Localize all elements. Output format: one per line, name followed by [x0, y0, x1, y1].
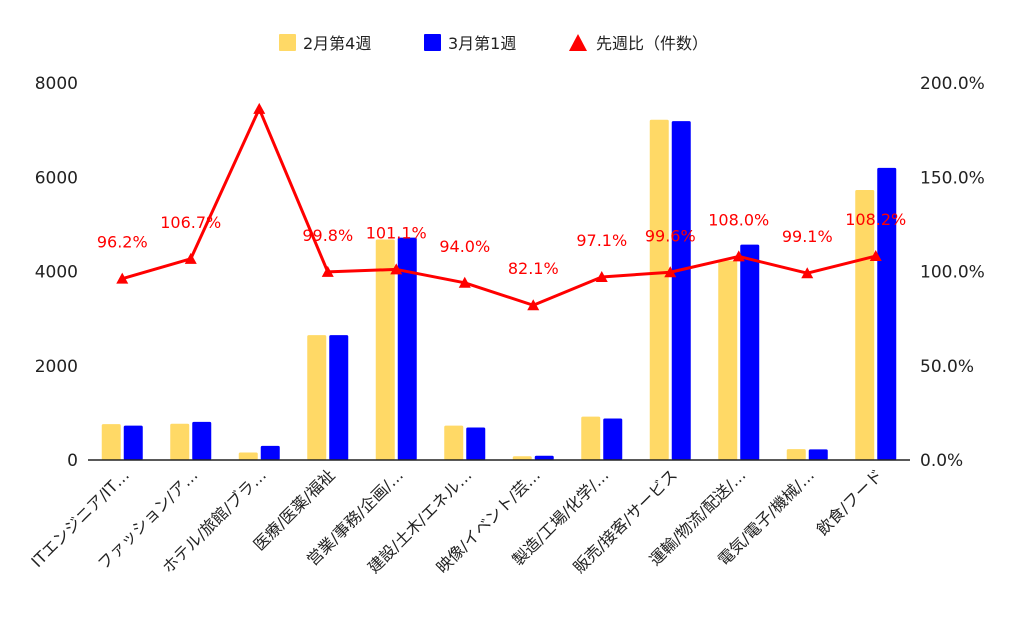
ratio-marker	[527, 299, 540, 311]
ratio-line-series	[116, 102, 882, 311]
bar-series1	[786, 449, 806, 460]
ratio-data-label: 82.1%	[508, 259, 559, 278]
y-right-tick-label: 150.0%	[920, 168, 985, 188]
ratio-marker	[801, 267, 814, 279]
ratio-data-label: 96.2%	[97, 233, 148, 252]
ratio-marker	[458, 276, 471, 288]
bar-series1	[444, 425, 464, 460]
legend-label-series1: 2月第4週	[303, 34, 371, 53]
legend-label-series2: 3月第1週	[448, 34, 516, 53]
legend-swatch-series1	[279, 34, 296, 51]
ratio-data-label: 108.0%	[708, 210, 769, 229]
y-axis-right: 0.0% 50.0% 100.0% 150.0% 200.0%	[920, 74, 985, 471]
y-right-tick-label: 200.0%	[920, 74, 985, 94]
bar-series2	[123, 425, 143, 460]
y-left-tick-label: 2000	[35, 357, 78, 377]
bar-series1	[101, 424, 121, 460]
ratio-marker	[116, 272, 129, 284]
ratio-polyline	[121, 107, 877, 307]
bar-series1	[170, 423, 190, 460]
bar-series1	[375, 239, 395, 460]
y-right-tick-label: 0.0%	[920, 451, 963, 471]
bar-series2	[192, 421, 212, 460]
bars	[101, 119, 897, 460]
ratio-data-label: 101.1%	[366, 223, 427, 242]
ratio-data-labels: 96.2% 106.7% 99.8% 101.1% 94.0% 82.1% 97.1% 99.…	[97, 210, 906, 278]
ratio-data-label: 108.2%	[845, 210, 906, 229]
bar-series2	[466, 427, 486, 460]
y-left-tick-label: 0	[67, 451, 78, 471]
bar-series2	[397, 237, 417, 460]
y-right-tick-label: 100.0%	[920, 263, 985, 283]
y-left-tick-label: 6000	[35, 168, 78, 188]
y-left-tick-label: 8000	[35, 74, 78, 94]
ratio-marker	[869, 250, 882, 262]
legend-swatch-series2	[424, 34, 441, 51]
bar-series2	[260, 445, 280, 460]
y-left-tick-label: 4000	[35, 263, 78, 283]
y-axis-left: 0 2000 4000 6000 8000	[35, 74, 78, 471]
bar-series2	[329, 335, 349, 460]
ratio-data-label: 99.6%	[645, 226, 696, 245]
bar-series2	[740, 244, 760, 460]
ratio-data-label: 99.1%	[782, 227, 833, 246]
legend: 2月第4週 3月第1週 先週比（件数）	[279, 34, 708, 53]
ratio-data-label: 94.0%	[439, 237, 490, 256]
ratio-marker	[664, 266, 677, 278]
ratio-data-label: 106.7%	[160, 213, 221, 232]
bar-series1	[718, 260, 738, 460]
bar-series1	[238, 452, 258, 460]
bar-series2	[808, 449, 828, 460]
bar-series1	[581, 416, 601, 460]
ratio-marker	[390, 263, 403, 275]
bar-series1	[855, 189, 875, 460]
bar-series2	[877, 167, 897, 460]
ratio-marker	[595, 270, 608, 282]
ratio-marker	[184, 252, 197, 264]
ratio-data-label: 99.8%	[302, 226, 353, 245]
bar-series1	[512, 456, 532, 460]
ratio-data-label: 97.1%	[576, 231, 627, 250]
ratio-marker	[321, 265, 334, 277]
ratio-marker	[732, 250, 745, 262]
bar-series1	[307, 335, 327, 460]
y-right-tick-label: 50.0%	[920, 357, 974, 377]
bar-series1	[649, 119, 669, 460]
ratio-marker	[253, 102, 266, 114]
bar-series2	[671, 121, 691, 460]
legend-marker-ratio	[569, 34, 587, 51]
x-axis-category-labels: ITエンジニア/IT…ファッション/ア…ホテル/旅館/ブラ…医療/医薬/福祉営業…	[27, 465, 886, 577]
x-category-label: 飲食/フード	[813, 465, 887, 539]
legend-label-ratio: 先週比（件数）	[596, 34, 708, 53]
bar-series2	[603, 418, 623, 460]
bar-series2	[534, 455, 554, 460]
